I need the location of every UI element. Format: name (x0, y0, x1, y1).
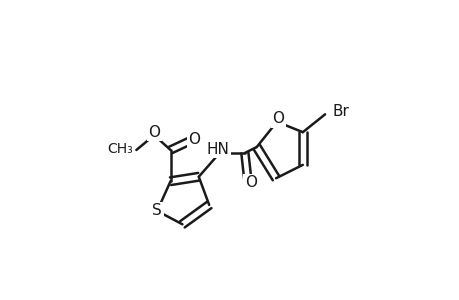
Text: O: O (188, 132, 200, 147)
Text: O: O (272, 111, 284, 126)
Text: Br: Br (332, 104, 349, 119)
Text: S: S (152, 203, 162, 218)
Text: HN: HN (206, 142, 229, 157)
Text: O: O (148, 125, 160, 140)
Text: O: O (244, 175, 256, 190)
Text: CH₃: CH₃ (107, 142, 133, 156)
